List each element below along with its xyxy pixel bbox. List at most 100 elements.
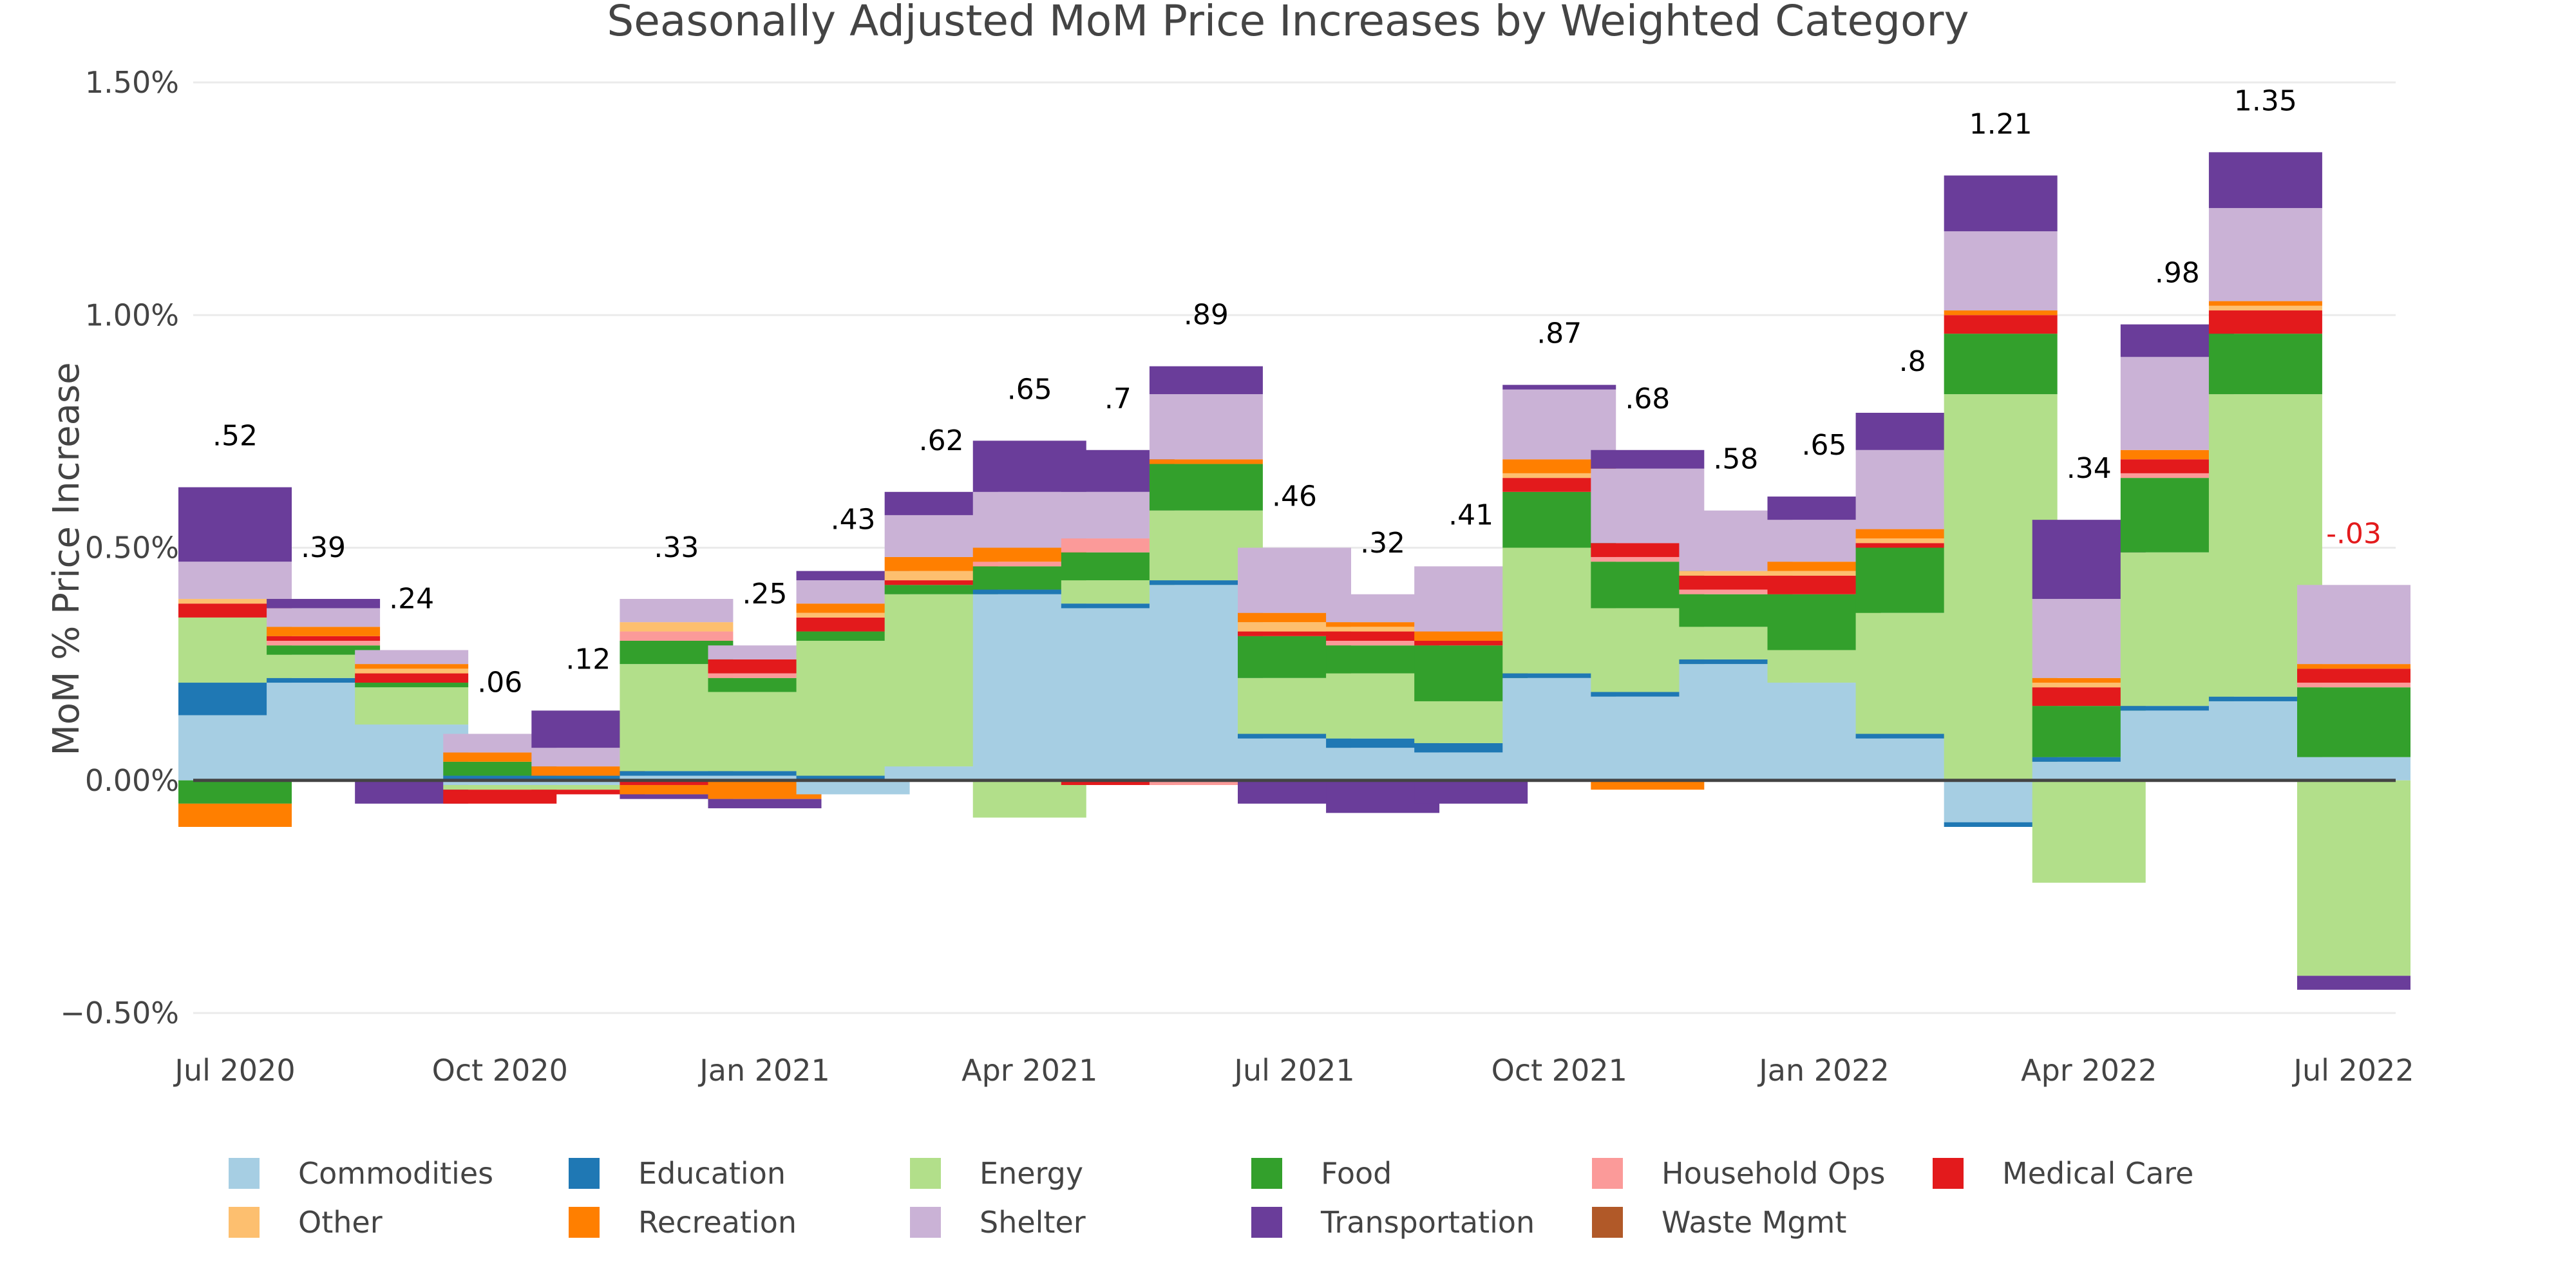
legend-swatch xyxy=(910,1158,941,1189)
bar-segment-medical-care xyxy=(884,580,998,585)
bar-segment-other xyxy=(796,612,910,618)
legend-label: Shelter xyxy=(980,1205,1086,1240)
legend-item-energy[interactable]: Energy xyxy=(910,1156,1083,1191)
bar-segment-education xyxy=(1149,580,1263,585)
bar-segment-recreation xyxy=(2032,677,2146,683)
bar-segment-energy xyxy=(2297,780,2410,976)
x-tick-label: Jul 2022 xyxy=(2291,1053,2414,1088)
bar-segment-energy xyxy=(355,687,469,725)
bar-segment-household-ops xyxy=(1149,780,1263,785)
bar-segment-recreation xyxy=(884,556,998,571)
bar-segment-other xyxy=(355,668,469,674)
bar-segment-commodities xyxy=(796,780,910,795)
x-tick-label: Oct 2020 xyxy=(432,1053,568,1088)
bar-segment-transportation xyxy=(1149,366,1263,395)
bar-total-label: .87 xyxy=(1537,317,1582,350)
bar-segment-energy xyxy=(2032,780,2146,883)
bar-segment-education xyxy=(267,677,381,683)
bar-total-label: .8 xyxy=(1899,345,1926,378)
bar-segment-shelter xyxy=(178,562,292,599)
bar-total-label: .39 xyxy=(301,531,346,564)
bar-segment-food xyxy=(2208,334,2322,395)
legend-item-commodities[interactable]: Commodities xyxy=(229,1156,493,1191)
bar-segment-shelter xyxy=(267,608,381,627)
bar-total-label: .12 xyxy=(565,643,611,676)
bar-segment-other xyxy=(2032,683,2146,688)
x-tick-label: Apr 2022 xyxy=(2021,1053,2157,1088)
legend-swatch xyxy=(1933,1158,1964,1189)
legend-item-recreation[interactable]: Recreation xyxy=(569,1205,797,1240)
bar-segment-medical-care xyxy=(1502,478,1616,492)
bar-segment-education xyxy=(1061,603,1175,609)
bar-segment-shelter xyxy=(355,650,469,665)
bar-segment-transportation xyxy=(708,799,822,809)
legend-item-transportation[interactable]: Transportation xyxy=(1251,1205,1535,1240)
bar-segment-education xyxy=(2120,706,2234,711)
y-tick-label: 1.50% xyxy=(85,65,179,100)
bar-total-labels: .52 .39 .24 .06 .12 .33 .25 .43 .62 .65 .7 .89 .46 .3… xyxy=(213,84,2382,699)
legend-item-education[interactable]: Education xyxy=(569,1156,786,1191)
bar-segment-education xyxy=(2032,757,2146,762)
bar-total-label: -.03 xyxy=(2326,517,2382,550)
bar-segment-commodities xyxy=(620,775,734,781)
bar-stack xyxy=(2297,585,2410,990)
legend-item-food[interactable]: Food xyxy=(1251,1156,1392,1191)
x-tick-label: Jul 2020 xyxy=(173,1053,295,1088)
bars xyxy=(178,152,2410,990)
bar-segment-other xyxy=(884,571,998,581)
bar-segment-medical-care xyxy=(796,617,910,632)
bar-segment-recreation xyxy=(1238,612,1351,623)
bar-segment-other xyxy=(620,622,734,632)
bar-segment-education xyxy=(972,589,1086,594)
bar-segment-recreation xyxy=(1944,310,2058,316)
legend-item-other[interactable]: Other xyxy=(229,1205,383,1240)
bar-segment-food xyxy=(355,683,469,688)
bar-segment-commodities xyxy=(708,775,822,781)
bar-total-label: .25 xyxy=(743,578,788,611)
bar-total-label: .58 xyxy=(1713,443,1758,476)
bar-segment-household-ops xyxy=(2297,683,2410,688)
x-tick-label: Apr 2021 xyxy=(961,1053,1097,1088)
bar-segment-commodities xyxy=(2297,757,2410,781)
bar-segment-recreation xyxy=(443,752,557,762)
bar-total-label: 1.35 xyxy=(2234,84,2297,117)
bar-segment-education xyxy=(708,771,822,776)
bar-segment-household-ops xyxy=(1326,641,1440,646)
y-tick-label: 0.00% xyxy=(85,763,179,798)
bar-segment-other xyxy=(1679,571,1793,576)
x-tick-label: Jan 2022 xyxy=(1757,1053,1889,1088)
bar-total-label: .89 xyxy=(1184,299,1229,332)
legend-label: Energy xyxy=(980,1156,1083,1191)
bar-segment-recreation xyxy=(1502,459,1616,473)
bar-segment-other xyxy=(1502,473,1616,478)
legend-item-household-ops[interactable]: Household Ops xyxy=(1592,1156,1885,1191)
chart-title: Seasonally Adjusted MoM Price Increases … xyxy=(607,0,1969,46)
legend-item-shelter[interactable]: Shelter xyxy=(910,1205,1086,1240)
bar-segment-shelter xyxy=(2208,208,2322,301)
bar-segment-medical-care xyxy=(620,780,734,785)
bar-segment-household-ops xyxy=(1591,556,1705,562)
bar-segment-recreation xyxy=(796,603,910,613)
bar-segment-medical-care xyxy=(1414,641,1528,646)
bar-total-label: .52 xyxy=(213,420,258,453)
bar-segment-education xyxy=(1591,692,1705,697)
legend-item-waste-mgmt[interactable]: Waste Mgmt xyxy=(1592,1205,1846,1240)
bar-segment-recreation xyxy=(1855,529,1969,539)
y-axis-ticks: −0.50% 0.00% 0.50% 1.00% 1.50% xyxy=(60,65,179,1030)
bar-segment-transportation xyxy=(1502,384,1616,390)
bar-segment-other xyxy=(1326,627,1440,632)
bar-segment-education xyxy=(1326,738,1440,748)
legend-label: Food xyxy=(1321,1156,1392,1191)
legend-item-medical-care[interactable]: Medical Care xyxy=(1933,1156,2193,1191)
bar-total-label: .43 xyxy=(831,504,876,536)
bar-segment-shelter xyxy=(1502,389,1616,460)
bar-segment-food xyxy=(1944,334,2058,395)
bar-segment-household-ops xyxy=(1061,538,1175,553)
bar-total-label: .24 xyxy=(389,582,434,615)
bar-segment-transportation xyxy=(1414,780,1528,804)
bar-segment-household-ops xyxy=(708,673,822,678)
legend-label: Medical Care xyxy=(2002,1156,2193,1191)
bar-total-label: .65 xyxy=(1802,429,1847,462)
bar-segment-medical-care xyxy=(1855,543,1969,548)
bar-segment-shelter xyxy=(2297,585,2410,665)
